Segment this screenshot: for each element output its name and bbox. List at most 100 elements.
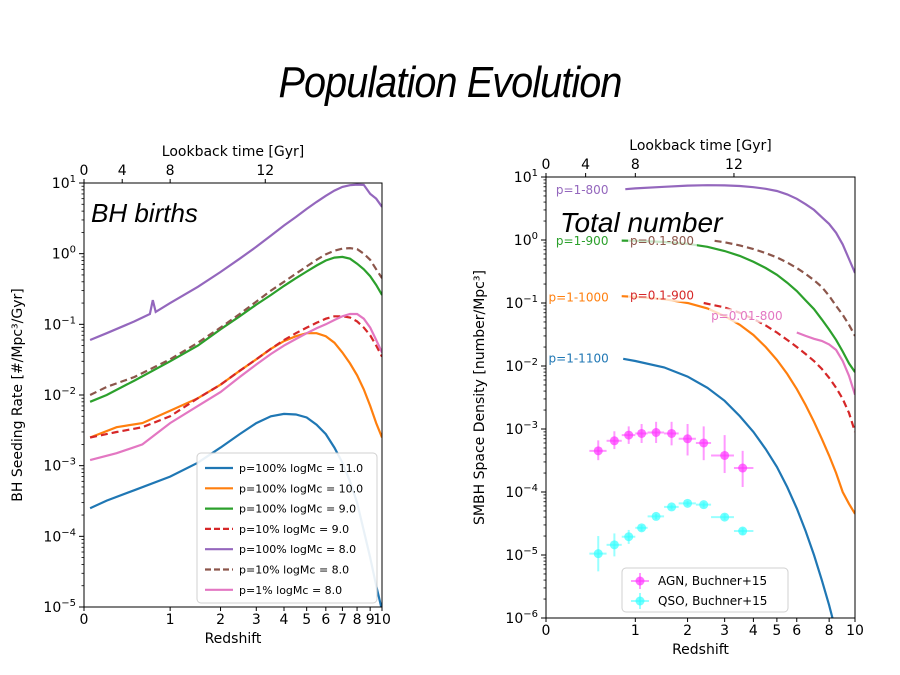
curve-label-bg-6: [546, 350, 609, 365]
plot-frame: [545, 176, 856, 619]
curve-label-6: p=1-1100: [549, 351, 609, 365]
x-tick-label-2: 2: [683, 623, 692, 639]
y-tick-label-2: 10−1: [43, 315, 76, 333]
data-point-1-1: [609, 540, 619, 550]
legend-label-0: AGN, Buchner+15: [658, 574, 767, 588]
x-tick-label-8: 10: [846, 623, 864, 639]
data-point-0-3: [637, 428, 647, 438]
x-tick-label-0: 0: [542, 623, 551, 639]
legend-label-4: p=100% logMc = 8.0: [239, 543, 356, 556]
data-point-1-4: [651, 511, 661, 521]
chart-annotation: Total number: [560, 207, 724, 238]
y-tick-label-5: 10−4: [43, 527, 76, 545]
legend-swatch-1: [635, 596, 645, 606]
y-tick-label-0: 101: [514, 168, 538, 186]
data-point-1-0: [593, 549, 603, 559]
data-point-1-6: [683, 498, 693, 508]
top-tick-label-3: 12: [256, 163, 274, 179]
y-tick-label-4: 10−3: [43, 457, 76, 475]
data-point-1-9: [738, 526, 748, 536]
legend: p=100% logMc = 11.0 p=100% logMc = 10.0 p=…: [196, 452, 378, 604]
top-tick-label-1: 4: [118, 163, 127, 179]
legend-label-6: p=1% logMc = 8.0: [239, 584, 342, 597]
series-line-6: [89, 312, 382, 462]
top-tick-label-0: 0: [80, 163, 89, 179]
y-tick-label-0: 101: [52, 174, 76, 192]
series-line-4: [89, 183, 382, 342]
top-axis-label: Lookback time [Gyr]: [629, 138, 771, 154]
x-tick-label-3: 3: [720, 623, 729, 639]
data-point-1-7: [699, 500, 709, 510]
y-axis-label: SMBH Space Density [number/Mpc³]: [472, 270, 488, 525]
curve-label-bg-2: [628, 233, 697, 248]
legend-label-1: QSO, Buchner+15: [658, 594, 767, 608]
curve-label-bg-5: [709, 308, 786, 323]
curve-label-2: p=0.1-800: [630, 234, 694, 248]
series-line-1: [89, 332, 382, 439]
legend-label-3: p=10% logMc = 9.0: [239, 523, 349, 536]
x-axis-label: Redshift: [205, 631, 262, 647]
y-tick-label-3: 10−2: [505, 357, 538, 375]
curve-label-bg-3: [546, 289, 609, 304]
x-tick-label-6: 6: [792, 623, 801, 639]
curve-label-bg-1: [553, 233, 609, 248]
legend-label-1: p=100% logMc = 10.0: [239, 482, 363, 495]
y-tick-label-7: 10−6: [505, 609, 538, 627]
y-tick-label-1: 100: [514, 231, 538, 249]
data-point-0-6: [683, 434, 693, 444]
y-tick-label-5: 10−4: [505, 483, 538, 501]
x-tick-label-5: 5: [302, 612, 311, 628]
curve-label-bg-4: [628, 287, 697, 302]
x-tick-label-9: 9: [366, 612, 375, 628]
data-point-0-8: [720, 450, 730, 460]
series-line-5: [796, 331, 855, 396]
legend-box: [621, 567, 789, 613]
data-point-0-7: [699, 438, 709, 448]
data-point-0-2: [624, 430, 634, 440]
x-tick-label-4: 4: [749, 623, 758, 639]
chart-annotation: BH births: [91, 198, 198, 228]
data-point-1-2: [624, 532, 634, 542]
plot-area: [589, 184, 855, 618]
y-tick-label-6: 10−5: [505, 546, 538, 564]
legend-label-2: p=100% logMc = 9.0: [239, 503, 356, 516]
x-tick-label-0: 0: [80, 612, 89, 628]
x-tick-label-7: 8: [825, 623, 834, 639]
x-tick-label-6: 6: [321, 612, 330, 628]
curve-label-bg-0: [553, 182, 609, 197]
legend-label-5: p=10% logMc = 8.0: [239, 564, 349, 577]
top-tick-label-1: 4: [581, 157, 590, 173]
series-line-3: [89, 315, 382, 439]
series-line-2: [714, 239, 855, 337]
y-axis-label: BH Seeding Rate [#/Mpc³/Gyr]: [10, 288, 26, 502]
curve-label-1: p=1-900: [556, 234, 609, 248]
x-tick-label-1: 1: [631, 623, 640, 639]
legend-swatch-0: [635, 576, 645, 586]
series-line-1: [621, 239, 855, 373]
data-point-0-4: [651, 427, 661, 437]
top-tick-label-3: 12: [725, 157, 743, 173]
x-tick-label-1: 1: [166, 612, 175, 628]
series-line-3: [621, 295, 855, 515]
x-tick-label-7: 7: [338, 612, 347, 628]
x-tick-label-8: 8: [353, 612, 362, 628]
slide-title: Population Evolution: [278, 58, 622, 107]
x-tick-label-5: 5: [772, 623, 781, 639]
data-point-1-3: [637, 523, 647, 533]
x-axis-label: Redshift: [672, 642, 729, 658]
curve-label-3: p=1-1000: [549, 290, 609, 304]
series-line-6: [623, 357, 834, 618]
top-tick-label-2: 8: [166, 163, 175, 179]
series-line-5: [89, 246, 382, 396]
y-tick-label-3: 10−2: [43, 386, 76, 404]
top-axis-label: Lookback time [Gyr]: [162, 144, 304, 160]
top-tick-label-2: 8: [631, 157, 640, 173]
x-tick-label-4: 4: [280, 612, 289, 628]
y-tick-label-6: 10−5: [43, 598, 76, 616]
data-point-1-8: [720, 512, 730, 522]
curve-label-5: p=0.01-800: [711, 309, 783, 323]
plot-area: [89, 183, 382, 607]
x-tick-label-2: 2: [216, 612, 225, 628]
x-tick-label-3: 3: [252, 612, 261, 628]
